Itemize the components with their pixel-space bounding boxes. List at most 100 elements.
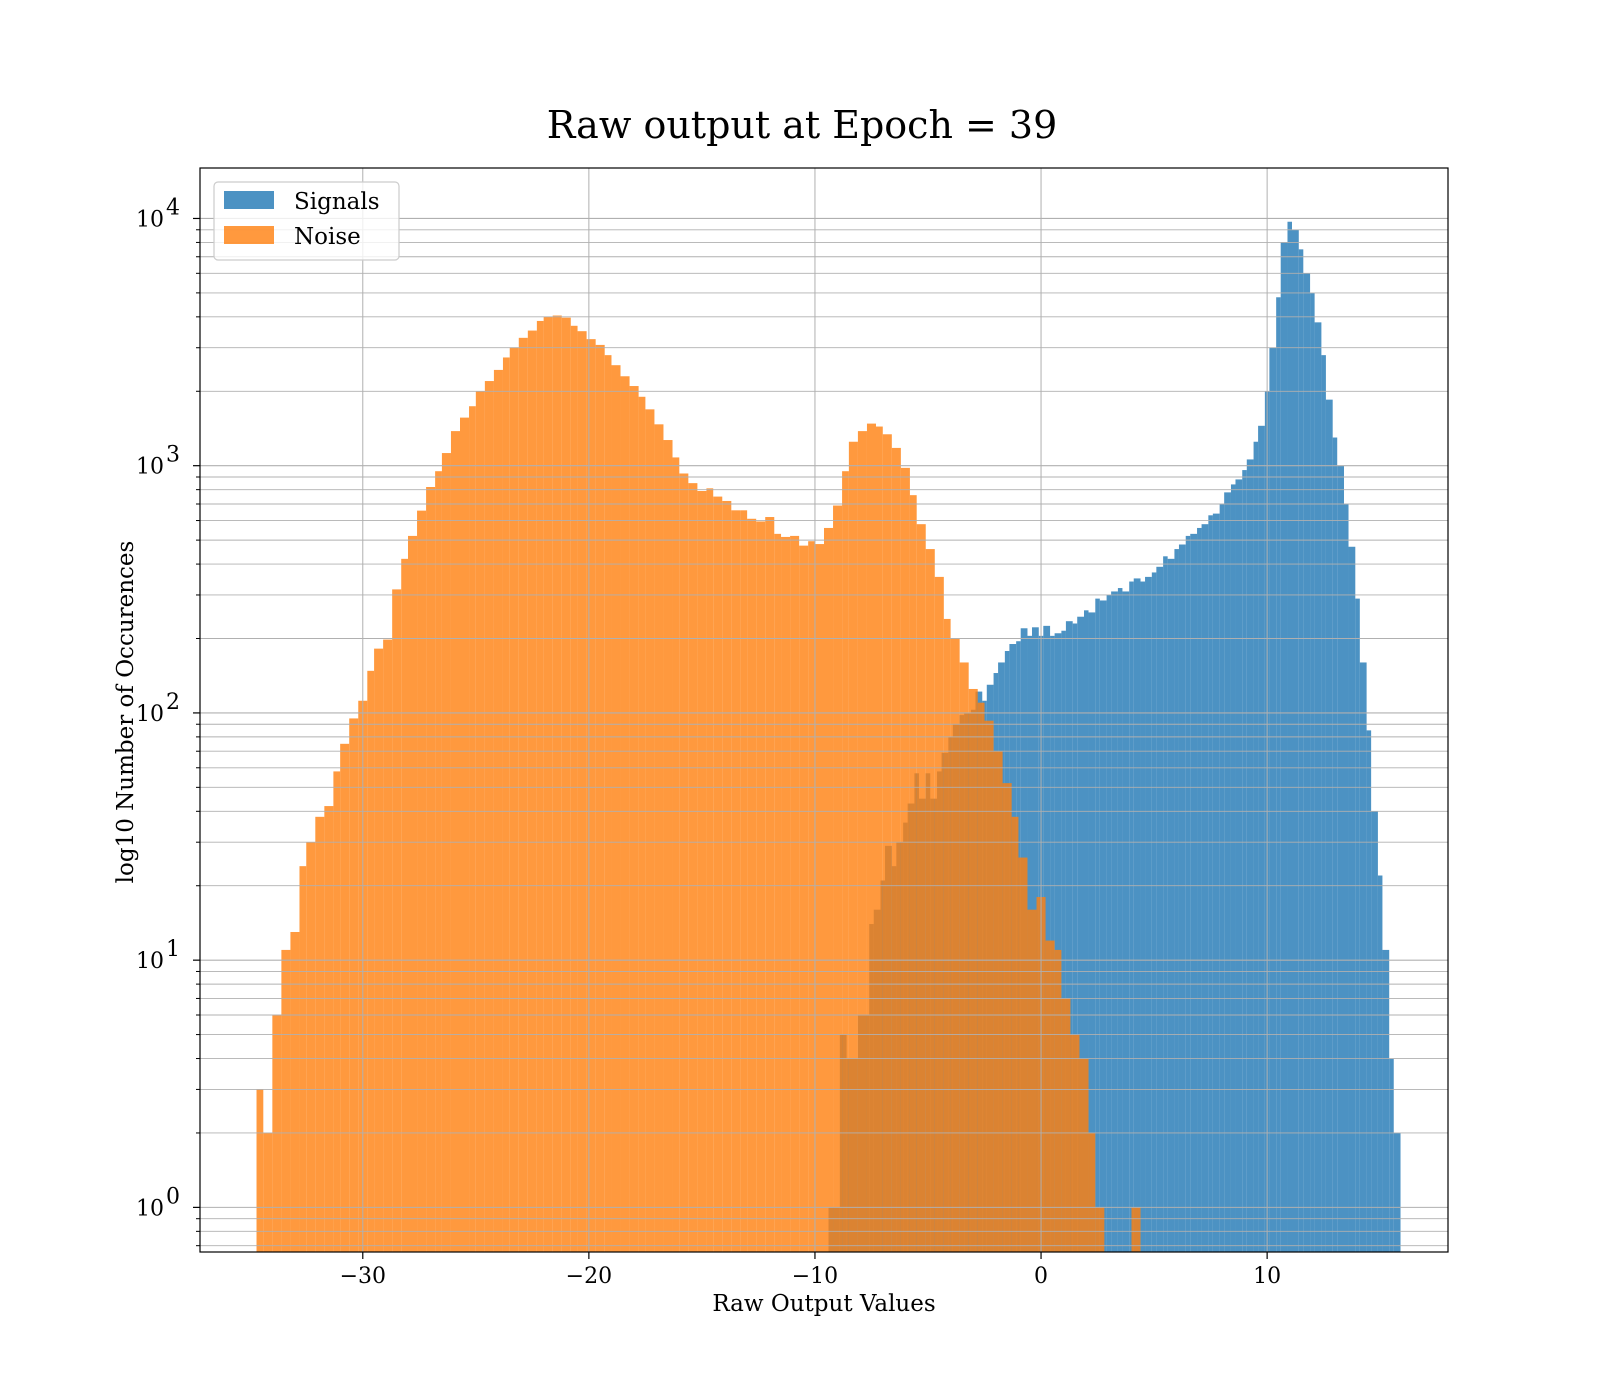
histogram-bar <box>808 541 815 1252</box>
y-tick-exponent: 4 <box>166 195 180 220</box>
histogram-bar <box>367 670 375 1252</box>
histogram-bar <box>781 536 791 1252</box>
grid-layer <box>200 168 1448 1252</box>
histogram-bar <box>1117 588 1123 1252</box>
histogram-bar <box>306 842 316 1252</box>
histogram-bar <box>1145 576 1152 1252</box>
histogram-bar <box>552 315 562 1252</box>
histogram-bar <box>374 648 384 1252</box>
histogram-bar <box>1174 549 1179 1252</box>
histogram-bar <box>1269 347 1277 1252</box>
histogram-bar <box>1054 949 1062 1252</box>
histogram-bar <box>1224 492 1231 1252</box>
y-tick-label: 10 <box>136 702 164 727</box>
y-tick-exponent: 0 <box>166 1184 180 1209</box>
histogram-bar <box>460 417 470 1252</box>
histogram-bar <box>1197 527 1202 1252</box>
histogram-bar <box>1303 273 1311 1252</box>
histogram-bar <box>1131 1207 1141 1252</box>
y-tick-label: 10 <box>136 455 164 480</box>
y-tick-exponent: 3 <box>166 443 180 468</box>
histogram-bar <box>1084 610 1089 1252</box>
histogram-bar <box>1077 616 1084 1252</box>
histogram-bar <box>333 771 341 1252</box>
histogram-bar <box>833 505 843 1252</box>
histogram-bar <box>1045 940 1055 1252</box>
y-tick-exponent: 2 <box>166 690 180 715</box>
histogram-bar <box>1178 544 1186 1252</box>
histogram-bar <box>756 521 766 1252</box>
histogram-bar <box>824 527 834 1252</box>
histogram-bar <box>435 471 442 1252</box>
histogram-bar <box>1002 783 1012 1252</box>
histogram-bar <box>1280 242 1288 1253</box>
histogram-bar <box>1122 591 1130 1252</box>
histogram-bar <box>1235 479 1243 1252</box>
histogram-bar <box>900 467 910 1252</box>
histogram-bar <box>570 325 578 1252</box>
histogram-bar <box>620 376 630 1252</box>
y-tick-label: 10 <box>136 1196 164 1221</box>
histogram-bar <box>408 535 418 1252</box>
histogram-bar <box>1072 623 1078 1252</box>
chart-title: Raw output at Epoch = 39 <box>547 103 1058 147</box>
histogram-bar <box>586 339 596 1252</box>
histogram-bar <box>799 545 809 1252</box>
histogram-bar <box>950 638 960 1252</box>
histogram-bar <box>1140 581 1146 1252</box>
histogram-bar <box>1190 533 1198 1252</box>
histogram-bar <box>943 618 951 1252</box>
histogram-bar <box>536 320 544 1252</box>
histogram-bar <box>1018 857 1028 1252</box>
histogram-bar <box>1366 730 1372 1252</box>
x-tick-label: −10 <box>792 1264 838 1289</box>
histogram-bar <box>611 365 621 1252</box>
histogram-bar <box>882 434 892 1252</box>
histogram-bar <box>1212 513 1220 1252</box>
histogram-bar <box>401 558 408 1252</box>
histogram-bar <box>527 330 537 1252</box>
histogram-bar <box>543 316 553 1253</box>
series-noise <box>256 315 1141 1253</box>
histogram-bar <box>638 396 646 1252</box>
histogram-bar <box>663 440 673 1252</box>
legend-label-noise: Noise <box>294 224 361 250</box>
histogram-bar <box>417 510 427 1252</box>
histogram-bar <box>1027 909 1037 1252</box>
histogram-bar <box>765 517 775 1252</box>
legend-swatch-noise <box>224 226 274 244</box>
x-tick-label: 0 <box>1034 1264 1048 1289</box>
histogram-bar <box>1298 249 1304 1253</box>
histogram-bar <box>977 702 985 1252</box>
histogram-bar <box>984 720 994 1252</box>
histogram-bar <box>1061 998 1071 1252</box>
histogram-bar <box>1065 621 1073 1252</box>
histogram-bar <box>1321 355 1326 1252</box>
histogram-bar <box>993 751 1003 1252</box>
histogram-bar <box>722 500 732 1253</box>
histogram-bar <box>654 424 664 1253</box>
histogram-bar <box>1332 437 1338 1252</box>
histogram-bar <box>679 473 689 1252</box>
histogram-bar <box>891 447 901 1252</box>
histogram-bar <box>263 1132 273 1252</box>
histogram-bar <box>290 931 300 1252</box>
histogram-bar <box>1129 581 1134 1252</box>
x-axis-label: Raw Output Values <box>712 1291 935 1317</box>
histogram-bar <box>1095 1207 1105 1252</box>
histogram-bar <box>509 347 519 1252</box>
histogram-bar <box>645 409 655 1253</box>
histogram-bar <box>1208 515 1213 1252</box>
x-tick-label: −30 <box>340 1264 386 1289</box>
histogram-bar <box>1371 811 1378 1252</box>
histogram-bar <box>1246 459 1254 1252</box>
histogram-bar <box>774 533 782 1252</box>
histogram-bar <box>1393 1132 1401 1252</box>
histogram-bar <box>1043 625 1051 1252</box>
histogram-bar <box>713 496 723 1253</box>
histogram-bar <box>934 576 944 1252</box>
histogram-bar <box>697 491 707 1252</box>
plot-frame <box>199 167 1449 1253</box>
histogram-bar <box>857 431 867 1252</box>
